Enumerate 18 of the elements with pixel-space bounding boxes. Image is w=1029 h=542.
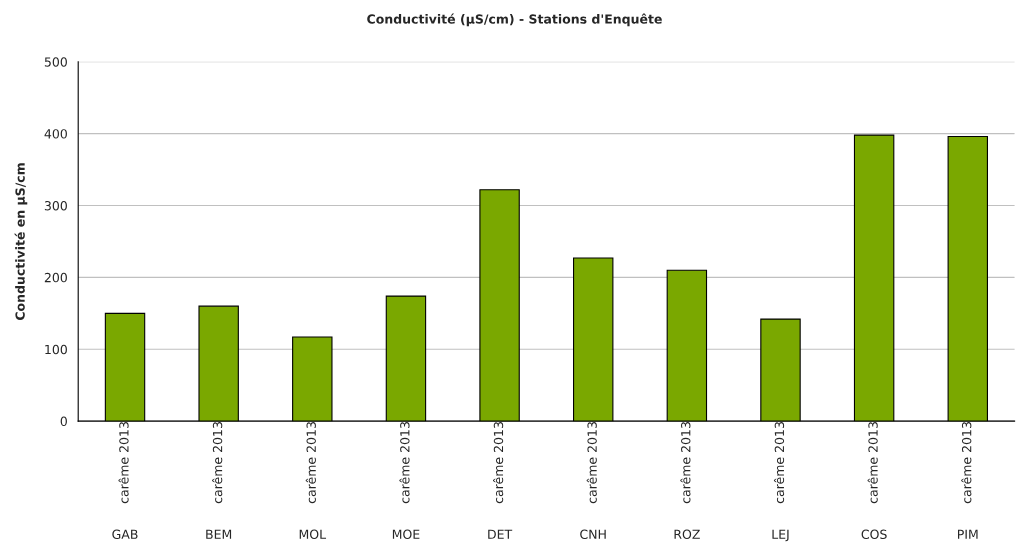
category-label: carême 2013 LEJ bbox=[772, 422, 789, 542]
category-label: carême 2013 DET bbox=[488, 422, 513, 539]
y-tick-label: 0 bbox=[60, 416, 67, 427]
y-tick-label: 200 bbox=[44, 272, 67, 283]
category-label: carême 2013 COS bbox=[861, 422, 887, 540]
category-label: carême 2013 PIM bbox=[958, 422, 978, 539]
category-label: carême 2013 MOL bbox=[299, 422, 327, 540]
y-tick-label: 500 bbox=[44, 57, 67, 67]
y-tick-label: 300 bbox=[44, 201, 67, 211]
chart-title: Conductivité (µS/cm) - Stations d'Enquête bbox=[367, 13, 662, 27]
y-axis-title: Conductivité en µS/cm bbox=[14, 163, 28, 321]
category-label: carême 2013 ROZ bbox=[674, 422, 700, 540]
category-label: carême 2013 BEM bbox=[206, 422, 232, 539]
y-tick-label: 100 bbox=[45, 344, 67, 355]
category-label: carême 2013 GAB bbox=[112, 422, 138, 540]
y-tick-label: 400 bbox=[44, 129, 67, 139]
category-label: carême 2013 CNH bbox=[580, 422, 606, 540]
category-label: carême 2013 MOE bbox=[392, 422, 420, 540]
